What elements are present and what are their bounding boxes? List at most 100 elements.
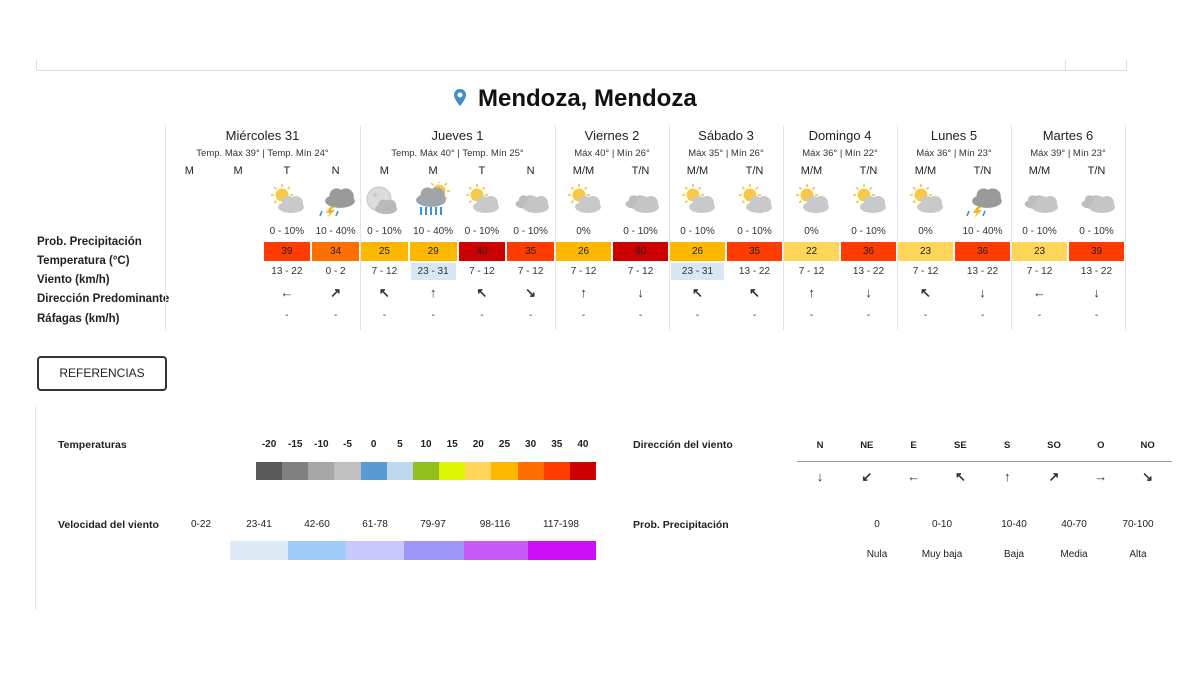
- gust: -: [581, 310, 586, 321]
- weather-icon: [270, 184, 304, 213]
- column-separator: [669, 125, 670, 330]
- weather-icon: [965, 188, 1002, 218]
- temperature-cell: 36: [841, 242, 896, 261]
- precipitation: 0 - 10%: [464, 226, 500, 237]
- direction-arrow: ↑: [1003, 469, 1011, 484]
- wind: 7 - 12: [798, 266, 825, 277]
- temperature-swatch: [386, 462, 414, 480]
- precipitation-range: 70-100: [1122, 519, 1154, 530]
- direction-arrow: ↖: [954, 469, 966, 484]
- wind-direction: ↓: [865, 285, 872, 300]
- temperature-cell: 22: [784, 242, 839, 261]
- period-label: T: [283, 165, 291, 177]
- temperature-tick: 35: [551, 439, 563, 450]
- day-subtitle: Máx 36° | Mín 22°: [802, 148, 878, 159]
- wind: 7 - 12: [371, 266, 398, 277]
- temperature-swatch: [439, 462, 466, 480]
- wind-direction: ↖: [749, 285, 760, 300]
- direction-name: S: [1004, 440, 1011, 451]
- period-label: M/M: [572, 165, 595, 177]
- period-label: M/M: [914, 165, 937, 177]
- wind-direction: ↖: [692, 285, 703, 300]
- column-separator: [1125, 125, 1126, 330]
- direction-name: O: [1097, 440, 1105, 451]
- precipitation: 0%: [918, 226, 933, 237]
- day-name: Sábado 3: [698, 128, 754, 143]
- column-separator: [1011, 125, 1012, 330]
- precipitation: 0%: [576, 226, 591, 237]
- divider: [797, 461, 1172, 462]
- day-subtitle: Máx 40° | Mín 26°: [574, 148, 650, 159]
- day-subtitle: Máx 39° | Mín 23°: [1030, 148, 1106, 159]
- wind-speed-swatch: [528, 541, 596, 560]
- wind-speed-range: 79-97: [420, 519, 446, 530]
- gust: -: [866, 310, 871, 321]
- wind-direction: ↑: [429, 285, 437, 300]
- divider: [35, 405, 36, 610]
- weather-icon: [567, 184, 601, 213]
- gust: -: [431, 310, 435, 321]
- wind-direction: ↖: [378, 285, 390, 300]
- temperature-cell: 26: [670, 242, 725, 261]
- direction-arrow: ↓: [816, 469, 824, 484]
- weather-icon: [625, 195, 659, 213]
- gust: -: [695, 310, 700, 321]
- day-subtitle: Máx 35° | Mín 26°: [688, 148, 764, 159]
- wind: 13 - 22: [852, 266, 885, 277]
- wind-direction: ↗: [330, 285, 342, 300]
- legend-label: Velocidad del viento: [58, 519, 159, 531]
- temperature-tick: 40: [577, 439, 589, 450]
- wind-direction: ↖: [920, 285, 931, 300]
- precipitation: 0 - 10%: [367, 226, 402, 237]
- period-label: T/N: [745, 165, 764, 177]
- legend-label: Temperaturas: [58, 439, 127, 451]
- wind-direction: ↓: [637, 285, 644, 300]
- weather-icon: [318, 188, 355, 218]
- direction-arrow: ↘: [1142, 469, 1154, 484]
- weather-icon: [795, 184, 829, 213]
- precipitation: 10 - 40%: [315, 226, 356, 237]
- temperature-cell: 35: [727, 242, 782, 261]
- location-pin: [454, 89, 466, 106]
- temperature-cell: 39: [263, 242, 311, 261]
- legend-label: Prob. Precipitación: [633, 519, 729, 531]
- wind-speed-range: 23-41: [246, 519, 272, 530]
- day-name: Lunes 5: [930, 128, 978, 143]
- divider: [36, 60, 37, 70]
- temperature-cell: 40: [458, 242, 506, 261]
- temperature-swatch: [491, 462, 519, 480]
- wind-direction: ↑: [808, 285, 815, 300]
- row-label: Ráfagas (km/h): [37, 313, 120, 325]
- wind-speed-swatch: [288, 541, 346, 560]
- weather-icon: [366, 186, 398, 215]
- wind: 7 - 12: [912, 266, 939, 277]
- row-label: Prob. Precipitación: [37, 236, 142, 248]
- temperature-swatch: [569, 462, 597, 480]
- wind-direction: ←: [1033, 285, 1046, 300]
- day-name: Miércoles 31: [225, 128, 300, 143]
- period-label: M: [233, 165, 243, 177]
- direction-name: NE: [860, 440, 874, 451]
- precipitation-level: Nula: [866, 549, 888, 560]
- direction-arrow: →: [1094, 469, 1108, 484]
- wind-speed-swatch: [464, 541, 528, 560]
- references-button[interactable]: REFERENCIAS: [37, 356, 167, 391]
- precipitation-level: Media: [1060, 549, 1088, 560]
- temperature-cell: 25: [361, 242, 408, 261]
- wind-speed-range: 0-22: [190, 519, 212, 530]
- precipitation: 10 - 40%: [413, 226, 454, 237]
- direction-name: E: [910, 440, 917, 451]
- day-subtitle: Máx 36° | Mín 23°: [916, 148, 992, 159]
- temperature-swatch: [360, 462, 388, 480]
- temperature-tick: 25: [498, 439, 511, 450]
- temperature-tick: -20: [261, 439, 277, 450]
- wind-direction: ↑: [580, 285, 587, 300]
- wind: 13 - 22: [738, 266, 771, 277]
- direction-name: NO: [1140, 440, 1155, 451]
- gust: -: [752, 310, 757, 321]
- wind: 23 - 31: [671, 263, 724, 280]
- gust: -: [528, 310, 533, 321]
- precipitation: 0 - 10%: [680, 226, 715, 237]
- temperature-cell: 39: [1069, 242, 1124, 261]
